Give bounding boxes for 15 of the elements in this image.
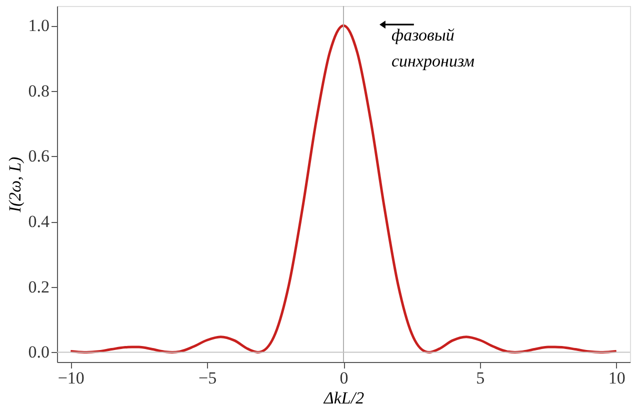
y-tick-label: 0.6 — [28, 146, 50, 166]
x-tick-label: 0 — [340, 368, 348, 388]
x-tick-label: −10 — [58, 368, 84, 388]
y-tick-label: 0.4 — [28, 212, 50, 232]
line-series — [69, 24, 618, 354]
y-axis-title: I(2ω, L) — [5, 156, 24, 214]
y-tick-label: 0.8 — [28, 81, 50, 100]
y-tick-label: 0.0 — [28, 342, 50, 362]
y-tick-label: 0.2 — [28, 277, 50, 296]
x-tick-label: −5 — [198, 368, 217, 388]
x-tick-label: 5 — [476, 368, 485, 388]
x-tick-label: 10 — [608, 368, 626, 388]
annotation: фазовый синхронизм — [392, 26, 475, 71]
x-axis-title: ΔkL/2 — [322, 388, 365, 408]
y-tick-label: 1.0 — [28, 16, 50, 36]
